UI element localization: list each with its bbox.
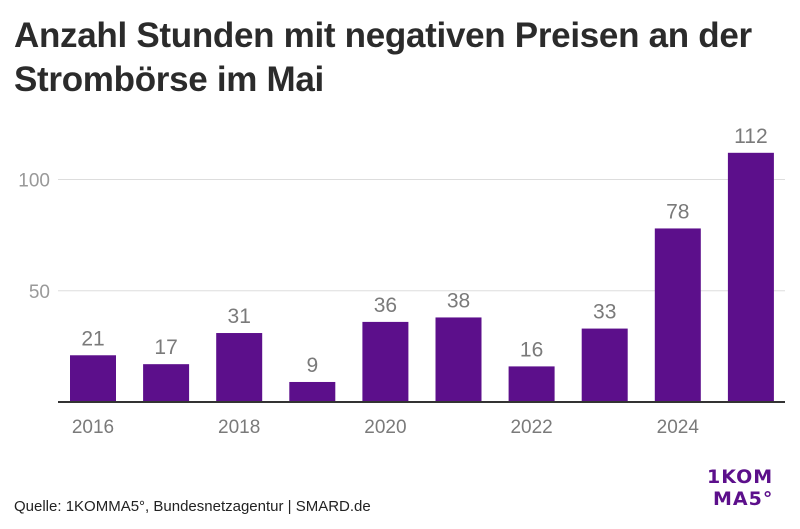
data-label: 21: [81, 327, 104, 350]
data-label: 17: [154, 336, 177, 359]
data-label: 9: [306, 354, 318, 377]
source-note: Quelle: 1KOMMA5°, Bundesnetzagentur | SM…: [14, 498, 371, 515]
x-tick-label: 2020: [364, 417, 406, 438]
chart-title: Anzahl Stunden mit negativen Preisen an …: [14, 16, 752, 99]
bar-2024: [654, 228, 701, 402]
brand-logo: 1KOM MA5°: [707, 466, 797, 510]
data-label: 36: [374, 294, 397, 317]
y-tick-label: 50: [29, 282, 50, 303]
bar-2020: [362, 321, 409, 402]
data-label: 16: [520, 338, 543, 361]
x-tick-label: 2024: [657, 417, 700, 438]
y-tick-label: 100: [18, 171, 50, 192]
data-label: 112: [734, 125, 767, 148]
bar-chart: 21 17 31 9 36 38 16 33 78 112 50 100 2016 2018 2020 20…: [18, 125, 785, 438]
logo-line-2: MA5°: [713, 488, 774, 510]
bar-2016: [70, 355, 116, 402]
data-label: 38: [447, 289, 470, 312]
data-label: 33: [593, 301, 616, 324]
bar-2023: [581, 328, 628, 402]
bar-2018: [216, 333, 263, 402]
data-label: 78: [666, 200, 689, 223]
bar-2021: [435, 317, 482, 402]
bar-2022: [508, 366, 555, 402]
logo-line-1: 1KOM: [707, 466, 774, 488]
x-tick-label: 2016: [72, 417, 114, 438]
axis-layer: 50 100 2016 2018 2020 2022 2024: [18, 171, 785, 438]
bar-layer: [70, 152, 774, 402]
bar-2025: [727, 152, 774, 402]
bar-2019: [289, 381, 336, 402]
x-tick-label: 2022: [510, 417, 552, 438]
x-tick-label: 2018: [218, 417, 260, 438]
bar-2017: [143, 364, 190, 402]
data-label-layer: 21 17 31 9 36 38 16 33 78 112: [81, 125, 767, 377]
data-label: 31: [228, 305, 251, 328]
